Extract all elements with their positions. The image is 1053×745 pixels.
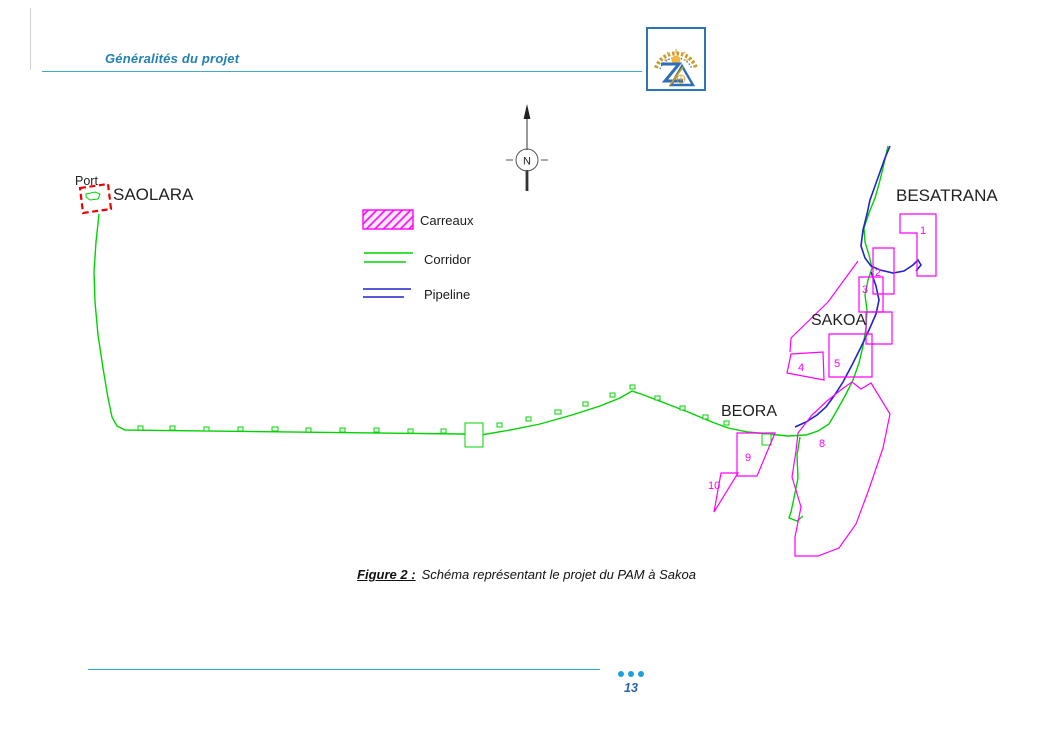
figure-map: N Carreaux Corridor Pipeline (0, 95, 1053, 570)
parcel-2-outline (872, 247, 895, 295)
parcel-9-label: 9 (745, 452, 751, 464)
footer-dot (638, 670, 644, 677)
parcel-4-label: 4 (798, 362, 804, 374)
place-beora: BEORA (721, 403, 777, 420)
school-emblem-icon (646, 27, 706, 91)
parcel-numbers: 1 2 3 4 5 8 9 10 (708, 225, 926, 492)
figure-caption: Figure 2 : Schéma représentant le projet … (0, 567, 1053, 582)
place-labels: Port SAOLARA BESATRANA SAKOA BEORA (75, 174, 998, 420)
header-rule (42, 71, 642, 72)
legend-carreaux-label: Carreaux (420, 213, 474, 228)
concession-boundary (789, 260, 859, 353)
footer-dots-ornament (608, 670, 654, 678)
parcel-5-outline (828, 333, 873, 378)
corridor-south-branch (788, 436, 804, 522)
north-label: N (523, 156, 531, 168)
map-legend: Carreaux Corridor Pipeline (362, 209, 474, 302)
legend-corridor-swatch (364, 252, 413, 263)
corridor-station-marks (137, 384, 772, 448)
parcel-1-outline (899, 213, 937, 277)
parcel-5-label: 5 (834, 358, 840, 370)
legend-pipeline-swatch (363, 288, 411, 298)
corridor-path (93, 145, 889, 437)
parcel-8-outline (791, 381, 891, 557)
place-port: Port (75, 174, 98, 188)
legend-pipeline-label: Pipeline (424, 287, 470, 302)
place-saolara: SAOLARA (113, 185, 194, 204)
parcel-10-label: 10 (708, 480, 720, 492)
footer-rule (88, 669, 600, 670)
page-margin-mark (30, 8, 31, 70)
school-logo (646, 27, 706, 91)
legend-carreaux-swatch (362, 209, 414, 230)
parcel-9-outline (736, 432, 776, 477)
figure-caption-text: Schéma représentant le projet du PAM à S… (421, 567, 696, 582)
place-besatrana: BESATRANA (896, 186, 998, 205)
pipeline-path-south (794, 271, 880, 428)
pipeline-path-north (860, 145, 922, 274)
page-number: 13 (624, 681, 638, 695)
parcel-mid-outline (865, 311, 893, 345)
parcel-outlines (713, 213, 937, 557)
parcel-3-label: 3 (862, 284, 868, 296)
port-symbol (78, 182, 113, 215)
parcel-4-outline (786, 351, 825, 381)
figure-caption-label: Figure 2 : (357, 567, 416, 582)
running-header-title: Généralités du projet (105, 51, 240, 66)
parcel-8-label: 8 (819, 438, 825, 450)
parcel-2-label: 2 (875, 267, 881, 279)
parcel-10-outline (713, 472, 740, 513)
footer-dot (618, 670, 624, 677)
place-sakoa: SAKOA (811, 312, 866, 329)
legend-corridor-label: Corridor (424, 252, 472, 267)
parcel-1-label: 1 (920, 225, 926, 237)
footer-dot (628, 670, 634, 677)
north-arrow: N (506, 104, 548, 191)
